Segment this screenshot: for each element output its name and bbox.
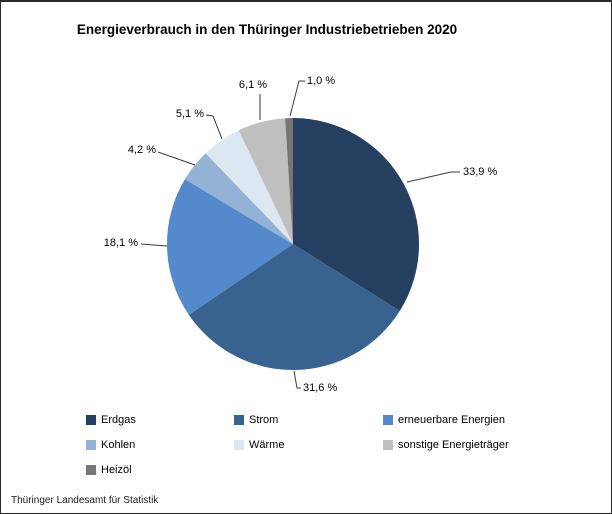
legend-item-erdgas: Erdgas xyxy=(86,414,136,426)
pie-value-label-erdgas: 33,9 % xyxy=(463,166,497,178)
pie-slice-w-rme xyxy=(205,130,293,244)
leader-line-erdgas xyxy=(406,171,460,183)
legend-swatch-w-rme xyxy=(234,440,244,450)
pie-slice-erdgas xyxy=(293,118,419,311)
pie-slice-erneuerbare-energien xyxy=(167,179,293,315)
legend-label-strom: Strom xyxy=(249,414,279,426)
leader-line-erneuerbare-energien xyxy=(140,243,168,247)
leader-line-strom xyxy=(293,370,301,389)
pie-value-label-strom: 31,6 % xyxy=(303,382,337,394)
legend-item-kohlen: Kohlen xyxy=(86,439,135,451)
legend-label-w-rme: Wärme xyxy=(249,439,285,451)
leader-line-kohlen xyxy=(157,151,196,166)
legend-label-kohlen: Kohlen xyxy=(101,439,136,451)
chart-title: Energieverbrauch in den Thüringer Indust… xyxy=(76,22,458,37)
legend-item-strom: Strom xyxy=(234,414,278,426)
legend-label-sonstige-energietr-ger: sonstige Energieträger xyxy=(398,439,509,451)
legend-swatch-erdgas xyxy=(86,415,96,425)
legend-swatch-erneuerbare-energien xyxy=(383,415,393,425)
legend-item-sonstige-energietr-ger: sonstige Energieträger xyxy=(383,439,509,451)
legend-label-heiz-l: Heizöl xyxy=(101,464,132,476)
pie-value-label-sonstige-energietr-ger: 6,1 % xyxy=(239,79,267,91)
pie-slice-kohlen xyxy=(184,153,293,244)
legend-swatch-strom xyxy=(234,415,244,425)
legend-item-w-rme: Wärme xyxy=(234,439,284,451)
leader-line-heiz-l xyxy=(289,80,305,117)
legend-item-heiz-l: Heizöl xyxy=(86,464,132,476)
legend-swatch-sonstige-energietr-ger xyxy=(383,440,393,450)
leader-line-w-rme xyxy=(205,114,223,140)
legend-swatch-kohlen xyxy=(86,440,96,450)
pie-value-label-erneuerbare-energien: 18,1 % xyxy=(104,237,138,249)
pie-slice-sonstige-energietr-ger xyxy=(238,118,293,244)
legend-swatch-heiz-l xyxy=(86,465,96,475)
pie-slice-heiz-l xyxy=(285,118,293,244)
legend-label-erdgas: Erdgas xyxy=(101,414,136,426)
pie-value-label-kohlen: 4,2 % xyxy=(128,144,156,156)
legend-item-erneuerbare-energien: erneuerbare Energien xyxy=(383,414,505,426)
pie-value-label-heiz-l: 1,0 % xyxy=(307,75,335,87)
pie-slice-strom xyxy=(188,244,400,370)
pie-value-label-w-rme: 5,1 % xyxy=(176,108,204,120)
source-note: Thüringer Landesamt für Statistik xyxy=(11,495,159,506)
legend-label-erneuerbare-energien: erneuerbare Energien xyxy=(398,414,506,426)
